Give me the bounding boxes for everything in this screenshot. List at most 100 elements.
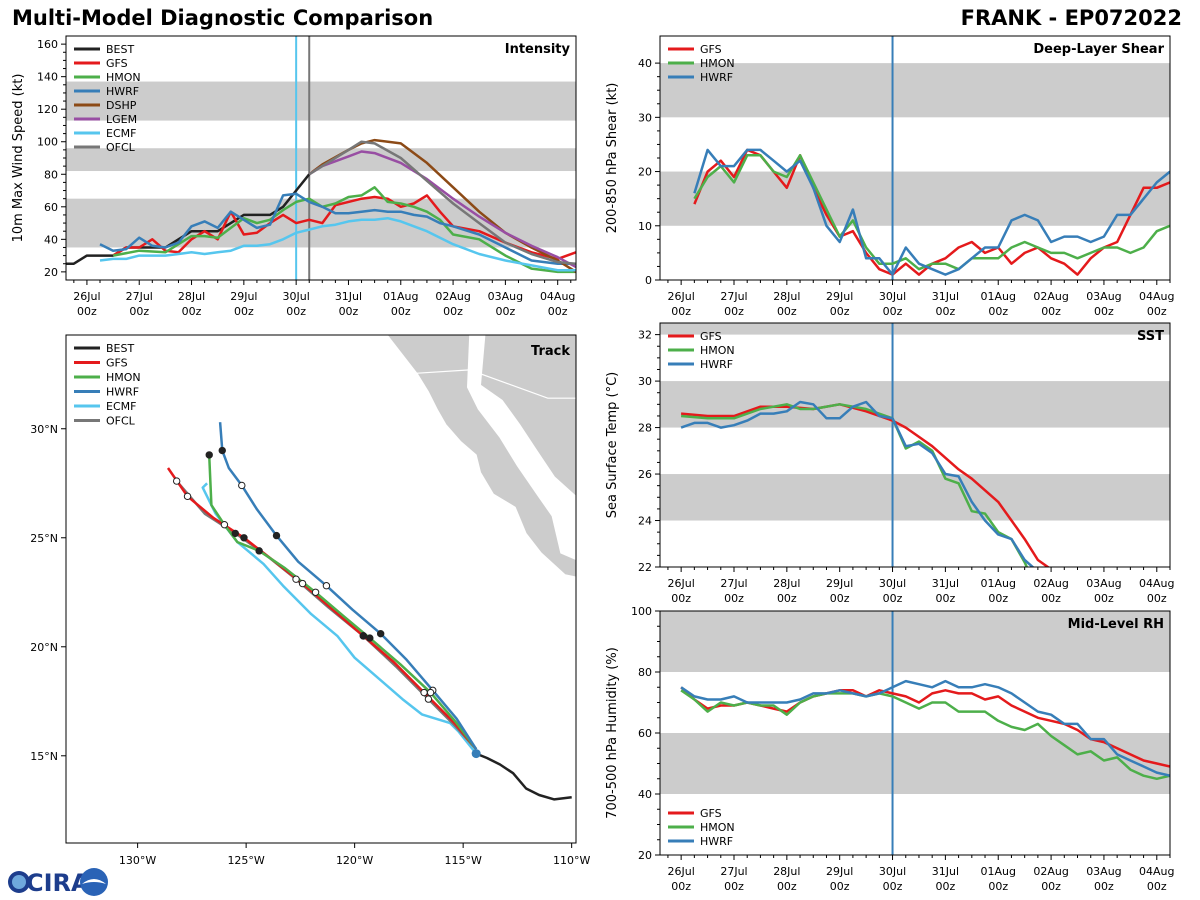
shear-xtick-hour: 00z (724, 305, 744, 318)
sst-xtick-day: 26Jul (667, 577, 694, 590)
legend-label-ecmf: ECMF (106, 127, 136, 140)
track-marker-hmon (220, 520, 229, 529)
intensity-ytick-label: 100 (37, 136, 58, 149)
shear-xtick-hour: 00z (671, 305, 691, 318)
intensity-xtick-day: 04Aug (540, 290, 575, 303)
track-marker-hwrf (322, 582, 331, 590)
legend-label-ecmf: ECMF (106, 400, 136, 413)
track-xtick-label: 115°W (444, 854, 481, 867)
sst-xtick-hour: 00z (883, 592, 903, 605)
legend-label-hwrf: HWRF (700, 71, 733, 84)
shear-ylabel: 200-850 hPa Shear (kt) (605, 83, 620, 234)
shear-xtick-day: 02Aug (1033, 290, 1068, 303)
intensity-series-ecmf (99, 216, 576, 272)
track-best (475, 752, 572, 801)
track-marker-hmon (255, 547, 263, 555)
intensity-xtick-day: 28Jul (178, 290, 205, 303)
legend-label-hwrf: HWRF (700, 835, 733, 848)
legend-label-hwrf: HWRF (700, 358, 733, 371)
intensity-series-hwrf (99, 192, 576, 265)
intensity-series-hmon (112, 186, 576, 274)
sst-ytick-label: 24 (638, 515, 652, 528)
rh-xtick-day: 28Jul (773, 865, 800, 878)
panel-shear: 0 10 20 30 40 26Jul 00z 27Jul 00z 28Jul 00z 29Jul 00… (605, 35, 1175, 318)
shear-ytick-label: 30 (638, 111, 652, 124)
sst-xtick-day: 28Jul (773, 577, 800, 590)
intensity-ytick-label: 160 (37, 38, 58, 51)
rh-ytick-label: 100 (631, 605, 652, 618)
sst-frame (659, 322, 1171, 568)
shear-xtick-hour: 00z (883, 305, 903, 318)
intensity-xtick-day: 01Aug (383, 290, 418, 303)
intensity-xtick-day: 29Jul (230, 290, 257, 303)
rh-title: Mid-Level RH (1068, 617, 1164, 632)
shear-xtick-day: 01Aug (980, 290, 1015, 303)
rh-xtick-hour: 00z (724, 880, 744, 893)
legend-label-gfs: GFS (106, 57, 128, 70)
legend-label-hmon: HMON (106, 371, 141, 384)
rh-xtick-hour: 00z (988, 880, 1008, 893)
track-frame (65, 334, 577, 844)
rh-series-hwrf (680, 679, 1170, 777)
track-marker-hmon (366, 634, 374, 642)
sst-xtick-hour: 00z (724, 592, 744, 605)
rh-xtick-day: 29Jul (826, 865, 853, 878)
shear-series-hmon (693, 154, 1170, 271)
intensity-ytick-label: 20 (44, 266, 58, 279)
rh-ylabel: 700-500 hPa Humidity (%) (605, 647, 620, 819)
track-marker-hwrf (238, 481, 246, 490)
land-mainland (479, 335, 576, 497)
rh-ytick-label: 80 (638, 666, 652, 679)
intensity-xtick-hour: 00z (77, 305, 97, 318)
shear-xtick-day: 03Aug (1086, 290, 1121, 303)
intensity-xtick-hour: 00z (234, 305, 254, 318)
intensity-series-gfs (112, 194, 576, 261)
rh-xtick-hour: 00z (1094, 880, 1114, 893)
track-marker-hwrf (218, 446, 226, 455)
track-hwrf (218, 422, 478, 750)
rh-xtick-hour: 00z (935, 880, 955, 893)
intensity-series-lgem (308, 150, 576, 269)
shear-xtick-day: 26Jul (667, 290, 694, 303)
legend-label-hmon: HMON (700, 344, 735, 357)
intensity-series-ofcl (308, 140, 576, 265)
intensity-xtick-day: 30Jul (283, 290, 310, 303)
intensity-ytick-label: 60 (44, 201, 58, 214)
track-marker-ofcl (292, 575, 300, 583)
rh-ytick-label: 60 (638, 727, 652, 740)
legend-label-ofcl: OFCL (106, 415, 136, 428)
shear-ytick-label: 20 (638, 166, 652, 179)
sst-xtick-hour: 00z (671, 592, 691, 605)
shear-xtick-day: 29Jul (826, 290, 853, 303)
rh-xtick-day: 04Aug (1139, 865, 1174, 878)
sst-xtick-hour: 00z (777, 592, 797, 605)
rh-xtick-hour: 00z (830, 880, 850, 893)
rh-xtick-day: 02Aug (1033, 865, 1068, 878)
track-ytick-label: 20°N (30, 641, 58, 654)
sst-ytick-label: 22 (638, 561, 652, 574)
intensity-xtick-hour: 00z (129, 305, 149, 318)
intensity-xtick-day: 03Aug (488, 290, 523, 303)
intensity-title: Intensity (505, 42, 571, 57)
legend-label-hmon: HMON (700, 57, 735, 70)
track-title: Track (531, 344, 570, 359)
rh-xtick-hour: 00z (671, 880, 691, 893)
rh-series-hmon (680, 689, 1170, 781)
shear-ytick-label: 10 (638, 220, 652, 233)
shear-xtick-hour: 00z (935, 305, 955, 318)
shear-plot-area (660, 36, 1170, 280)
sst-series-hmon (680, 403, 1029, 567)
track-ytick-label: 15°N (30, 750, 58, 763)
shear-xtick-day: 27Jul (720, 290, 747, 303)
sst-ylabel: Sea Surface Temp (°C) (605, 372, 620, 519)
rh-xtick-hour: 00z (1147, 880, 1167, 893)
rh-xtick-hour: 00z (1041, 880, 1061, 893)
sst-xtick-hour: 00z (988, 592, 1008, 605)
intensity-xtick-hour: 00z (286, 305, 306, 318)
rh-xtick-hour: 00z (883, 880, 903, 893)
intensity-xtick-hour: 00z (495, 305, 515, 318)
track-xtick-label: 110°W (553, 854, 590, 867)
sst-xtick-day: 02Aug (1033, 577, 1068, 590)
rh-xtick-day: 30Jul (879, 865, 906, 878)
track-marker-hmon (205, 451, 213, 459)
